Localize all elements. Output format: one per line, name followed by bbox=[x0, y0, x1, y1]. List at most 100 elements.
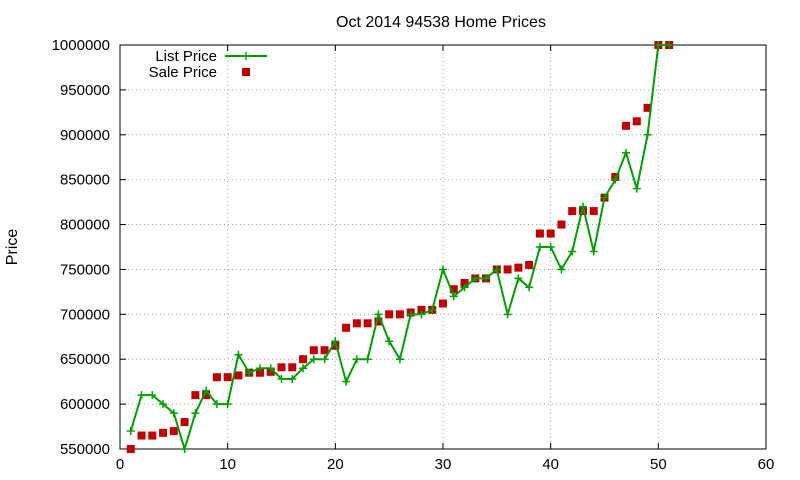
series-list-price bbox=[126, 41, 674, 453]
sale-price-point bbox=[632, 117, 641, 126]
y-tick-label: 950000 bbox=[60, 82, 110, 99]
list-price-point bbox=[223, 400, 232, 409]
list-price-point bbox=[395, 355, 404, 364]
list-price-point bbox=[525, 283, 534, 292]
x-tick-label: 20 bbox=[327, 456, 344, 473]
y-tick-label: 700000 bbox=[60, 306, 110, 323]
y-tick-label: 750000 bbox=[60, 261, 110, 278]
series-layer bbox=[126, 41, 674, 453]
y-tick-label: 550000 bbox=[60, 441, 110, 458]
list-price-point bbox=[277, 374, 286, 383]
chart-title: Oct 2014 94538 Home Prices bbox=[336, 14, 546, 31]
list-price-point bbox=[578, 202, 587, 211]
list-price-point bbox=[148, 391, 157, 400]
list-price-point bbox=[363, 355, 372, 364]
sale-price-point bbox=[277, 363, 286, 372]
sale-price-point bbox=[589, 207, 598, 216]
y-tick-label: 850000 bbox=[60, 172, 110, 189]
list-price-point bbox=[159, 400, 168, 409]
sale-price-point bbox=[352, 319, 361, 328]
list-price-point bbox=[234, 350, 243, 359]
sale-price-point bbox=[557, 220, 566, 229]
list-price-point bbox=[654, 41, 663, 49]
sale-price-point bbox=[374, 317, 383, 326]
list-price-point bbox=[255, 364, 264, 373]
sale-price-point bbox=[255, 368, 264, 377]
list-price-point bbox=[299, 364, 308, 373]
x-tick-label: 60 bbox=[758, 456, 775, 473]
y-tick-label: 1000000 bbox=[52, 37, 110, 54]
list-price-point bbox=[428, 305, 437, 314]
sale-price-point bbox=[643, 103, 652, 112]
sale-price-point bbox=[363, 319, 372, 328]
x-tick-label: 0 bbox=[116, 456, 124, 473]
sale-price-point bbox=[460, 278, 469, 287]
list-price-point bbox=[191, 409, 200, 418]
list-price-point bbox=[288, 374, 297, 383]
legend-marker-list-price bbox=[242, 52, 250, 60]
sale-price-point bbox=[180, 418, 189, 427]
list-price-point bbox=[342, 377, 351, 386]
sale-price-point bbox=[159, 428, 168, 437]
sale-price-point bbox=[525, 260, 534, 269]
sale-price-point bbox=[568, 207, 577, 216]
sale-price-point bbox=[331, 341, 340, 350]
list-price-point bbox=[169, 409, 178, 418]
sale-price-point bbox=[299, 355, 308, 364]
sale-price-point bbox=[395, 310, 404, 319]
list-price-point bbox=[492, 265, 501, 274]
legend-swatch-sale-price bbox=[242, 68, 250, 76]
sale-price-point bbox=[234, 371, 243, 380]
list-price-point bbox=[611, 175, 620, 184]
sale-price-point bbox=[148, 431, 157, 440]
list-price-point bbox=[568, 247, 577, 256]
sale-price-point bbox=[546, 229, 555, 238]
list-price-point bbox=[212, 400, 221, 409]
list-price-point bbox=[589, 247, 598, 256]
list-price-point bbox=[546, 243, 555, 251]
gridlines bbox=[120, 45, 766, 449]
sale-price-point bbox=[514, 263, 523, 272]
list-price-point bbox=[449, 292, 458, 301]
y-tick-label: 650000 bbox=[60, 351, 110, 368]
list-price-point bbox=[202, 386, 211, 395]
list-price-point bbox=[331, 337, 340, 346]
list-price-line bbox=[129, 44, 670, 453]
list-price-point bbox=[320, 355, 329, 364]
sale-price-point bbox=[223, 373, 232, 382]
sale-price-point bbox=[342, 323, 351, 332]
sale-price-point bbox=[385, 310, 394, 319]
legend-label-sale-price: Sale Price bbox=[149, 64, 217, 81]
list-price-point bbox=[266, 364, 275, 373]
list-price-point bbox=[503, 310, 512, 319]
list-price-point bbox=[385, 337, 394, 346]
list-price-point bbox=[514, 274, 523, 283]
sale-price-point bbox=[202, 391, 211, 400]
list-price-point bbox=[600, 193, 609, 202]
sale-price-point bbox=[137, 431, 146, 440]
list-price-point bbox=[557, 265, 566, 274]
x-tick-label: 50 bbox=[650, 456, 667, 473]
list-price-point bbox=[482, 274, 491, 283]
list-price-point bbox=[137, 391, 146, 400]
sale-price-point bbox=[288, 363, 297, 372]
list-price-point bbox=[535, 243, 544, 251]
list-price-point bbox=[417, 310, 426, 319]
list-price-point bbox=[460, 283, 469, 292]
list-price-point bbox=[632, 184, 641, 193]
sale-price-point bbox=[622, 121, 631, 130]
list-price-point bbox=[245, 368, 254, 377]
list-price-point bbox=[665, 41, 674, 49]
sale-price-point bbox=[169, 427, 178, 436]
x-tick-label: 30 bbox=[435, 456, 452, 473]
x-tick-label: 10 bbox=[219, 456, 236, 473]
list-price-point bbox=[439, 265, 447, 274]
sale-price-point bbox=[191, 391, 200, 400]
list-price-point bbox=[374, 310, 383, 319]
list-price-point bbox=[406, 310, 415, 319]
list-price-point bbox=[622, 148, 631, 157]
axis-ticks: 550000 600000 650000 700000 750000 800000 8500… bbox=[52, 37, 775, 473]
sale-price-point bbox=[417, 305, 426, 314]
list-price-point bbox=[471, 274, 480, 283]
